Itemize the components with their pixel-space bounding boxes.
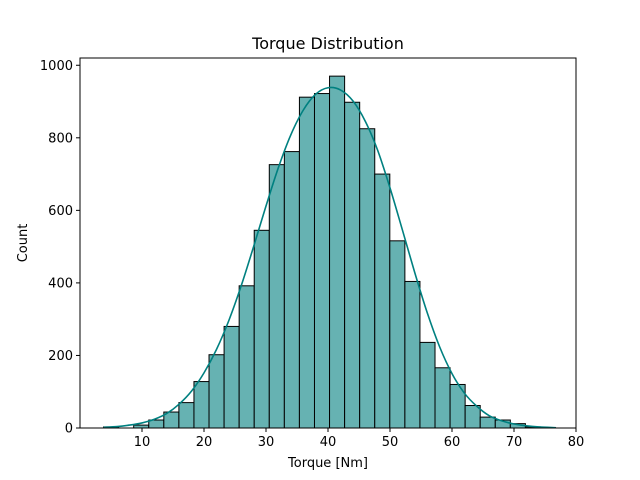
kde-line [103,86,556,429]
histogram-bar [434,367,451,429]
histogram-bar [253,229,270,429]
y-axis-label: Count [16,224,31,263]
x-tick-label: 70 [506,435,523,450]
x-tick-label: 50 [382,435,399,450]
x-tick-label: 80 [568,435,585,450]
kde-layer [103,86,556,429]
x-tick-label: 30 [258,435,275,450]
histogram-bar [283,151,300,429]
histogram-bar [479,416,496,429]
histogram-bar [193,381,210,429]
histogram-bar [344,101,361,429]
histogram-bar [464,405,481,429]
histogram-bar [374,173,391,429]
histogram-bar [223,325,240,429]
histogram-bar [389,240,406,429]
bars-layer [103,75,557,429]
y-axis-ticks: 0 200 400 600 800 1000 [40,59,80,437]
y-tick-label: 0 [65,422,73,437]
histogram-bar [208,354,225,429]
histogram-bar [298,96,315,429]
histogram-bar [419,341,436,429]
histogram-bar [238,285,255,429]
histogram-bar [268,164,285,429]
histogram-bar [178,402,195,429]
chart-title: Torque Distribution [251,34,404,53]
y-tick-label: 800 [48,131,73,146]
x-axis-ticks: 10 20 30 40 50 60 70 80 [134,428,585,450]
histogram-bar [359,128,376,429]
x-axis-label: Torque [Nm] [287,456,368,471]
histogram-bar [404,280,421,429]
x-tick-label: 40 [320,435,337,450]
histogram-bar [313,93,331,429]
histogram-bar [329,75,346,429]
x-tick-label: 20 [196,435,213,450]
y-tick-label: 600 [48,204,73,219]
y-tick-label: 200 [48,349,73,364]
y-tick-label: 1000 [40,59,73,74]
y-tick-label: 400 [48,276,73,291]
x-tick-label: 10 [134,435,151,450]
x-tick-label: 60 [444,435,461,450]
